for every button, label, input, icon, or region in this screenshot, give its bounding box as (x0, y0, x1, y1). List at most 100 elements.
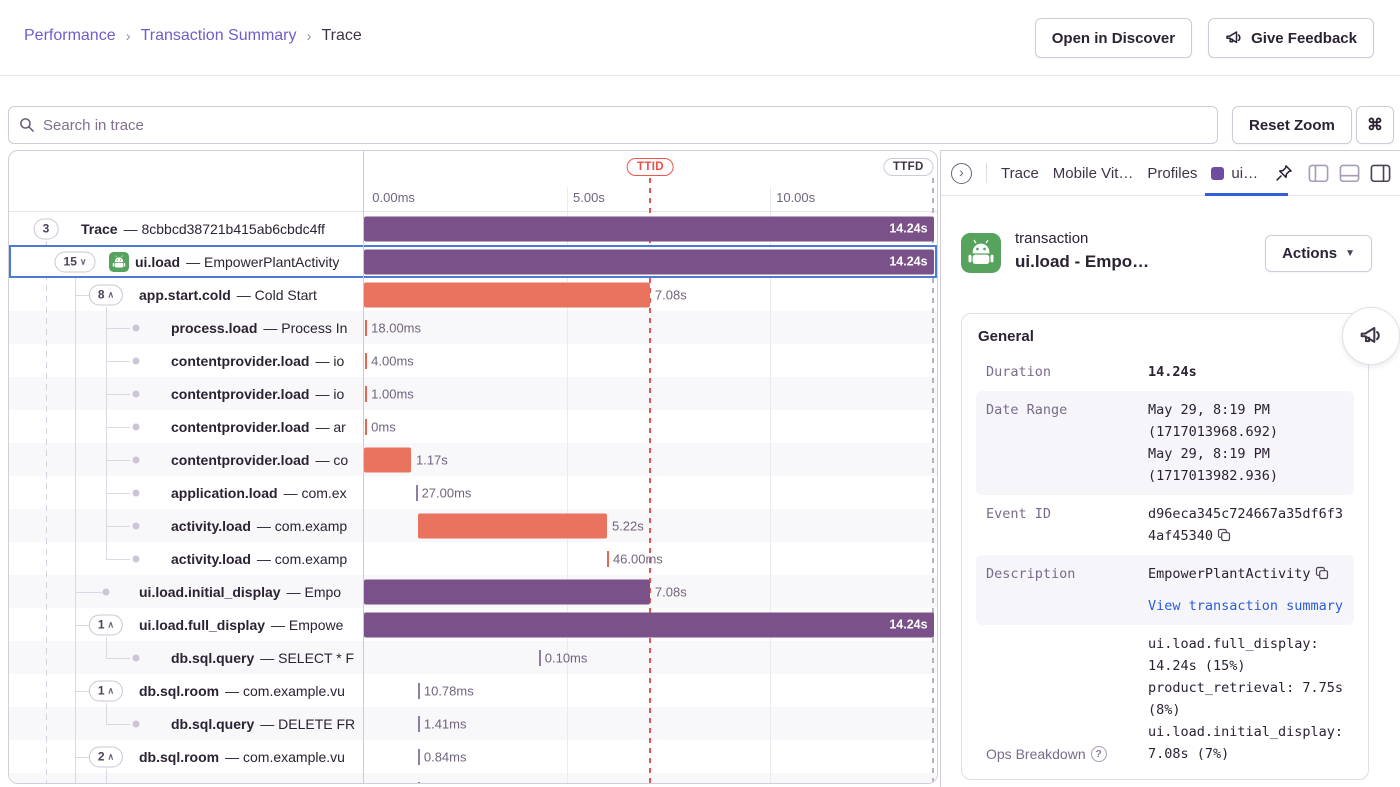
leaf-dot-icon (133, 390, 140, 397)
span-duration: 7.08s (655, 287, 687, 302)
span-tick[interactable] (418, 683, 420, 699)
span-bar[interactable] (364, 579, 650, 604)
tab-profiles[interactable]: Profiles (1147, 151, 1197, 196)
span-row[interactable]: 15∨ui.load — EmpowerPlantActivity14.24s (9, 245, 937, 278)
open-in-discover-button[interactable]: Open in Discover (1035, 18, 1192, 58)
span-bar[interactable]: 14.24s (364, 612, 934, 637)
span-tick[interactable] (365, 353, 367, 369)
span-description: — com.ex (284, 485, 347, 501)
general-card: General Duration14.24sDate RangeMay 29, … (961, 313, 1369, 780)
span-description: — io (315, 386, 344, 402)
detail-key: Duration (986, 361, 1138, 383)
panel-tab-bar: › Trace Mobile Vit… Profiles ui… (941, 151, 1400, 196)
span-tick[interactable] (365, 419, 367, 435)
expand-collapse-pill[interactable]: 8∧ (89, 284, 123, 305)
layout-right-icon[interactable] (1370, 164, 1391, 183)
expand-collapse-pill[interactable]: 1∧ (89, 680, 123, 701)
expand-collapse-pill[interactable]: 15∨ (55, 251, 96, 272)
span-row[interactable]: contentprovider.load — io1.00ms (9, 377, 937, 410)
android-icon (109, 252, 129, 272)
span-row[interactable]: 3Trace — 8cbbcd38721b415ab6cbdc4ff14.24s (9, 212, 937, 245)
search-input[interactable] (8, 106, 1218, 144)
span-tick[interactable] (418, 749, 420, 765)
detail-key-label: Event ID (986, 506, 1051, 522)
actions-button[interactable]: Actions▼ (1265, 235, 1372, 272)
span-label: db.sql.query — INSERT OR (171, 782, 354, 784)
span-row[interactable]: activity.load — com.examp5.22s (9, 509, 937, 542)
span-tick[interactable] (607, 551, 609, 567)
span-row[interactable]: contentprovider.load — ar0ms (9, 410, 937, 443)
detail-value-text: May 29, 8:19 PM (1148, 402, 1270, 418)
detail-value: EmpowerPlantActivityView transaction sum… (1148, 563, 1344, 617)
shortcut-button[interactable]: ⌘ (1356, 106, 1394, 144)
span-row[interactable]: 2∧db.sql.room — com.example.vu0.84ms (9, 740, 937, 773)
chevron-down-icon: ∨ (80, 256, 87, 267)
leaf-dot-icon (133, 456, 140, 463)
span-duration: 27.00ms (422, 485, 472, 500)
span-description: — 8cbbcd38721b415ab6cbdc4ff (124, 221, 325, 237)
span-tick[interactable] (418, 716, 420, 732)
layout-bottom-icon[interactable] (1339, 164, 1360, 183)
leaf-dot-icon (133, 654, 140, 661)
pin-icon[interactable] (1274, 163, 1294, 183)
span-tick[interactable] (365, 320, 367, 336)
tab-mobilevit[interactable]: Mobile Vit… (1053, 151, 1134, 196)
view-transaction-summary-link[interactable]: View transaction summary (1148, 595, 1343, 617)
span-row[interactable]: contentprovider.load — co1.17s (9, 443, 937, 476)
expand-collapse-pill[interactable]: 2∧ (89, 746, 123, 767)
span-row[interactable]: process.load — Process In18.00ms (9, 311, 937, 344)
expand-collapse-pill[interactable]: 1∧ (89, 614, 123, 635)
span-row[interactable]: db.sql.query — INSERT OR0.70ms (9, 773, 937, 783)
span-row[interactable]: db.sql.query — SELECT * F0.10ms (9, 641, 937, 674)
tab-trace[interactable]: Trace (1001, 151, 1039, 196)
expand-collapse-pill[interactable]: 3 (34, 218, 59, 239)
span-duration: 0ms (371, 419, 396, 434)
breadcrumb-performance[interactable]: Performance (24, 27, 116, 45)
help-icon[interactable]: ? (1091, 746, 1107, 762)
span-label: application.load — com.ex (171, 485, 347, 501)
detail-value-line: 14.24s (1148, 361, 1344, 383)
span-bar[interactable]: 14.24s (364, 249, 934, 274)
copy-icon[interactable] (1315, 566, 1329, 580)
active-tab-underline (1205, 193, 1288, 196)
detail-key: Description (986, 563, 1138, 617)
span-label: db.sql.query — DELETE FR (171, 716, 355, 732)
span-bar[interactable]: 14.24s (364, 216, 934, 241)
span-bar[interactable] (364, 282, 650, 307)
span-tick[interactable] (418, 782, 420, 784)
breadcrumb-separator: › (126, 28, 131, 45)
span-label: contentprovider.load — co (171, 452, 348, 468)
span-tick[interactable] (539, 650, 541, 666)
span-bar[interactable] (418, 513, 607, 538)
feedback-widget-button[interactable] (1342, 307, 1400, 365)
leaf-dot-icon (133, 522, 140, 529)
breadcrumb-separator: › (307, 28, 312, 45)
tab-ui[interactable]: ui… (1211, 151, 1258, 196)
span-tick[interactable] (365, 386, 367, 402)
span-row[interactable]: 1∧db.sql.room — com.example.vu10.78ms (9, 674, 937, 707)
span-label: activity.load — com.examp (171, 518, 347, 534)
reset-zoom-button[interactable]: Reset Zoom (1232, 106, 1352, 144)
span-row[interactable]: contentprovider.load — io4.00ms (9, 344, 937, 377)
breadcrumb-transaction-summary[interactable]: Transaction Summary (141, 27, 297, 45)
detail-value: ui.load.full_display: 14.24s (15%)produc… (1148, 633, 1344, 765)
detail-value-text: d96eca345c724667a35df6f34af45340 (1148, 506, 1343, 544)
span-row[interactable]: activity.load — com.examp46.00ms (9, 542, 937, 575)
layout-left-icon[interactable] (1308, 164, 1329, 183)
expand-panel-icon[interactable]: › (951, 163, 972, 184)
megaphone-icon (1359, 324, 1383, 348)
span-row[interactable]: 8∧app.start.cold — Cold Start7.08s (9, 278, 937, 311)
span-tick[interactable] (416, 485, 418, 501)
span-op: contentprovider.load (171, 419, 309, 435)
span-row[interactable]: ui.load.initial_display — Empo7.08s (9, 575, 937, 608)
leaf-dot-icon (133, 555, 140, 562)
detail-value-text: product_retrieval: 7.75s (8%) (1148, 680, 1343, 718)
give-feedback-button[interactable]: Give Feedback (1208, 18, 1374, 58)
span-row[interactable]: 1∧ui.load.full_display — Empowe14.24s (9, 608, 937, 641)
transaction-title: ui.load - Empo… (1015, 252, 1149, 272)
copy-icon[interactable] (1217, 528, 1231, 542)
span-bar[interactable] (364, 447, 411, 472)
span-row[interactable]: application.load — com.ex 27.00ms (9, 476, 937, 509)
span-row[interactable]: db.sql.query — DELETE FR1.41ms (9, 707, 937, 740)
detail-value: 14.24s (1148, 361, 1344, 383)
